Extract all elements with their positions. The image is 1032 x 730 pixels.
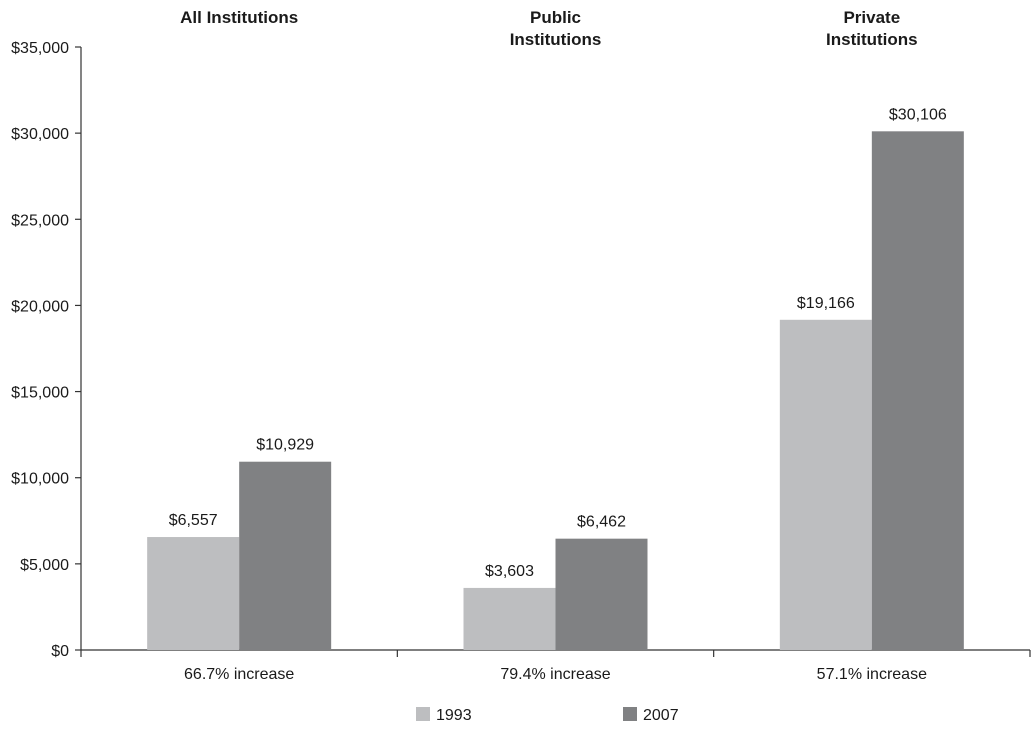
increase-label: 66.7% increase xyxy=(184,666,294,683)
legend-label: 1993 xyxy=(436,707,472,724)
bar-1993 xyxy=(463,587,556,650)
bar-2007 xyxy=(871,131,964,650)
group-title: Private Institutions xyxy=(826,8,918,49)
bars xyxy=(147,131,964,650)
bar-2007 xyxy=(555,538,648,650)
bar-2007 xyxy=(239,461,332,650)
y-tick-label: $30,000 xyxy=(11,126,69,143)
y-tick-label: $25,000 xyxy=(11,212,69,229)
y-tick-label: $20,000 xyxy=(11,298,69,315)
group-title: Public Institutions xyxy=(510,8,602,49)
legend-label: 2007 xyxy=(643,707,679,724)
group-titles: All Institutions Public Institutions Privat… xyxy=(180,8,917,49)
group-title: All Institutions xyxy=(180,8,298,27)
bar-1993 xyxy=(779,319,872,650)
y-tick-label: $10,000 xyxy=(11,471,69,488)
y-axis: $0 $5,000 $10,000 $15,000 $20,000 $25,000 $30,… xyxy=(11,40,82,660)
legend-swatch-2007 xyxy=(623,707,637,721)
bar-1993 xyxy=(147,537,240,650)
value-labels: $6,557 $10,929 $3,603 $6,462 $19,166 $30,106 xyxy=(169,106,947,580)
y-tick-label: $5,000 xyxy=(20,557,69,574)
y-tick-label: $35,000 xyxy=(11,40,69,57)
increase-label: 57.1% increase xyxy=(817,666,927,683)
data-label: $19,166 xyxy=(797,295,855,312)
data-label: $30,106 xyxy=(889,106,947,123)
legend-swatch-1993 xyxy=(416,707,430,721)
data-label: $6,462 xyxy=(577,514,626,531)
data-label: $6,557 xyxy=(169,512,218,529)
increase-label: 79.4% increase xyxy=(500,666,610,683)
y-tick-label: $0 xyxy=(51,643,69,660)
data-label: $3,603 xyxy=(485,563,534,580)
data-label: $10,929 xyxy=(256,437,314,454)
category-notes: 66.7% increase 79.4% increase 57.1% increa… xyxy=(184,666,927,683)
y-tick-label: $15,000 xyxy=(11,385,69,402)
legend: 1993 2007 xyxy=(416,707,679,724)
x-axis xyxy=(80,649,1031,657)
